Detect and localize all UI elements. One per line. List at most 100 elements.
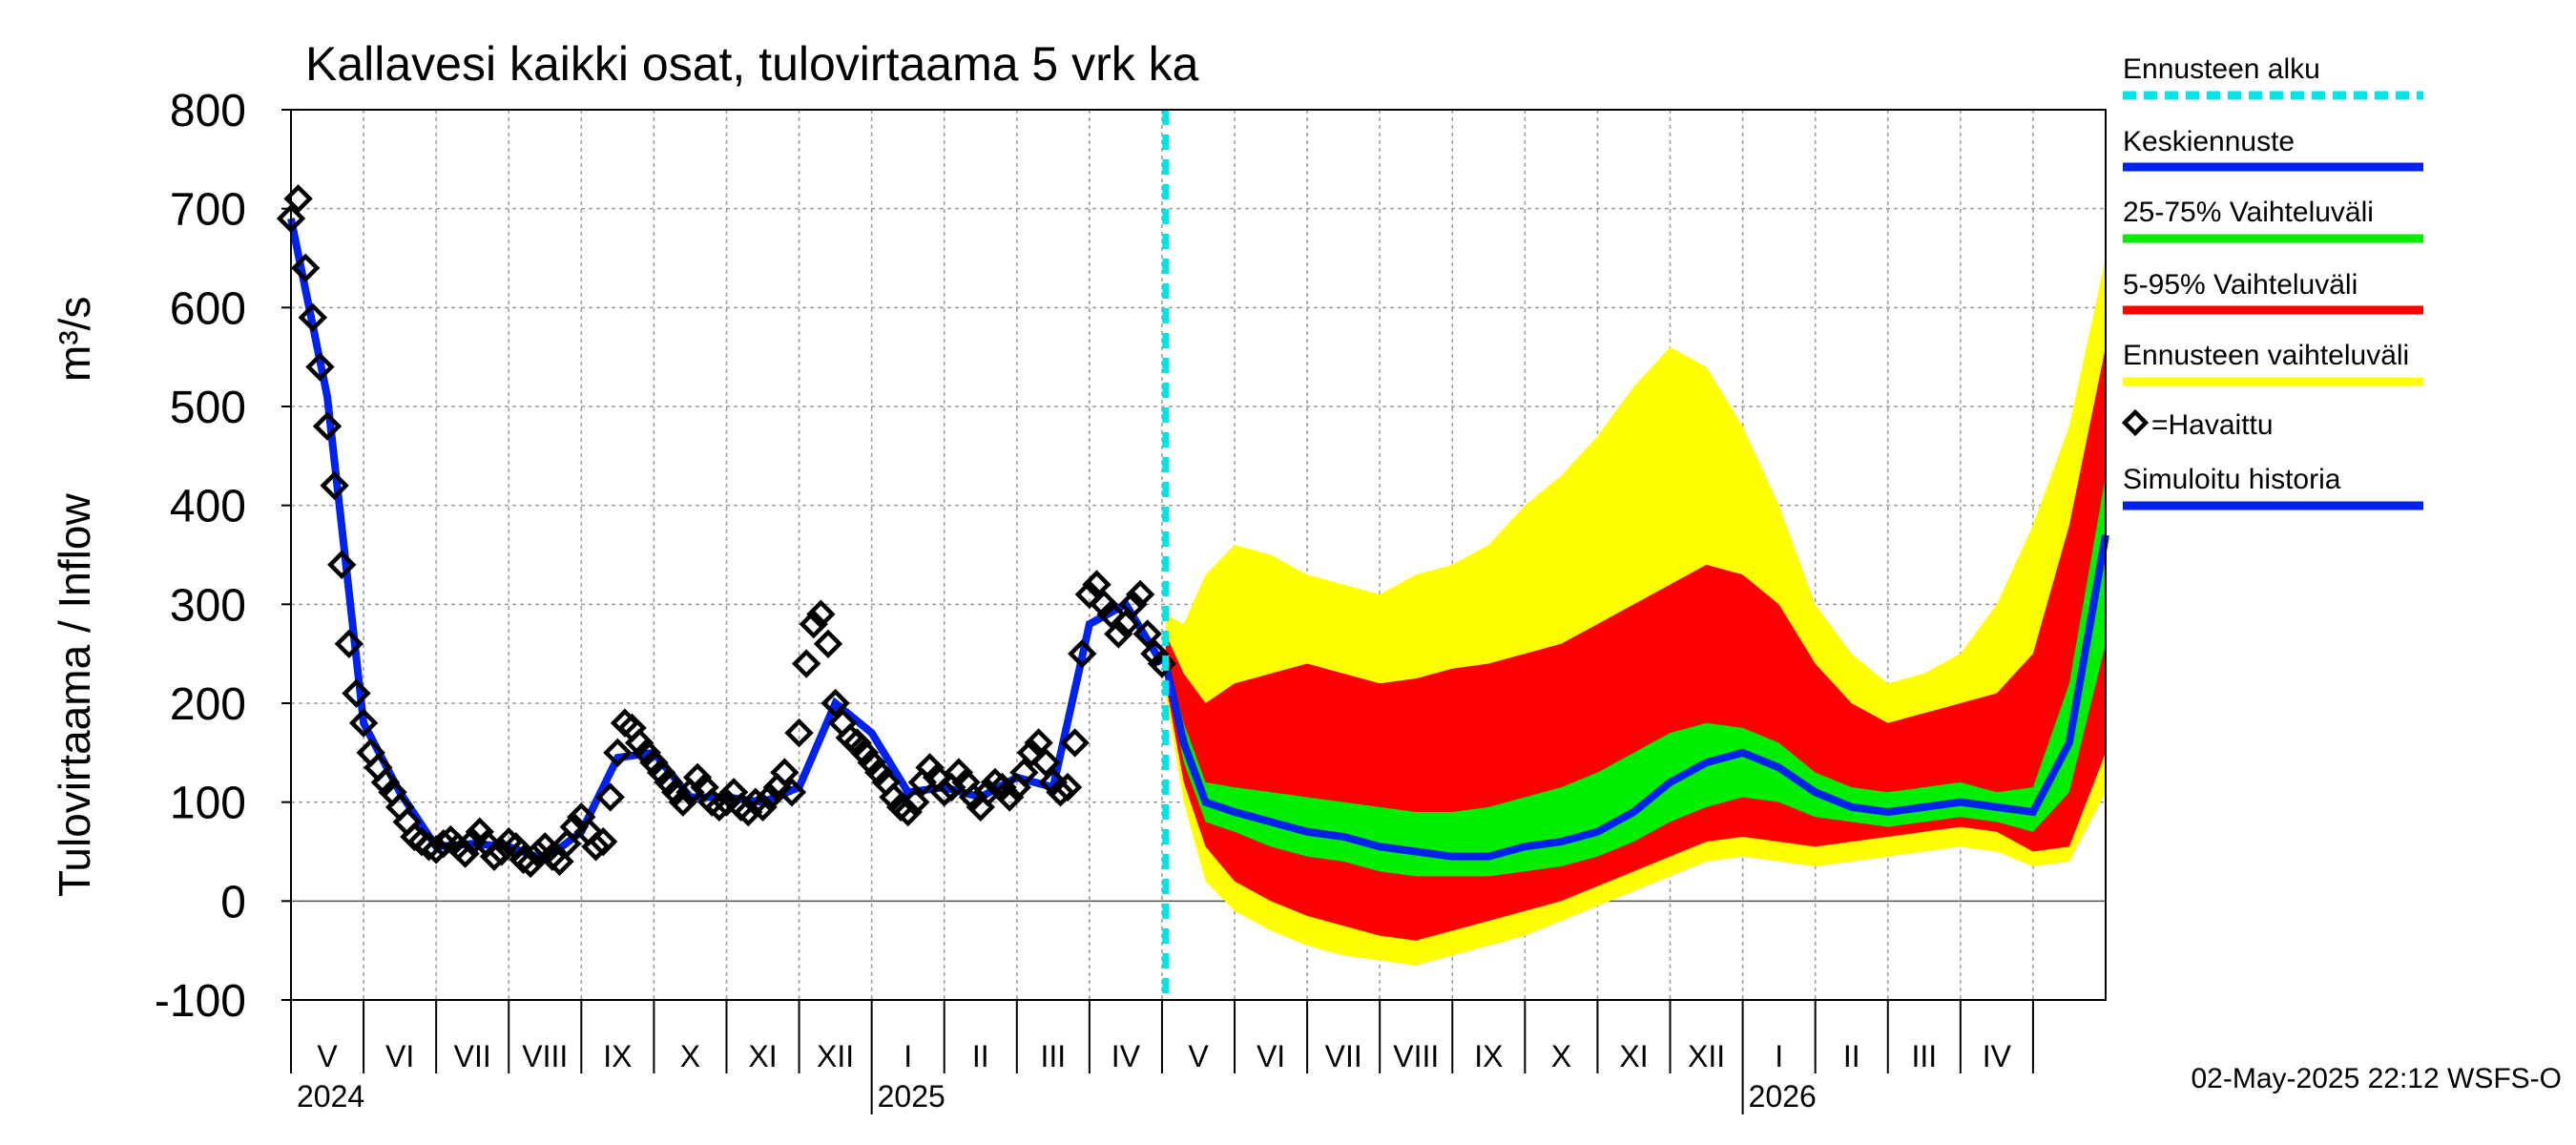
x-year-label: 2025 xyxy=(878,1079,945,1114)
observed-point xyxy=(799,609,828,639)
observed-point xyxy=(1031,748,1061,778)
y-tick-label: 0 xyxy=(220,877,246,927)
observed-point xyxy=(487,837,516,866)
observed-point xyxy=(1111,609,1141,639)
observed-point xyxy=(1118,590,1148,619)
observed-point xyxy=(806,599,836,629)
y-tick-label: 500 xyxy=(170,383,246,433)
observed-point xyxy=(901,787,930,817)
y-axis-unit: m³/s xyxy=(50,297,99,382)
legend: Ennusteen alku Keskiennuste 25-75% Vaihtel… xyxy=(2121,53,2423,510)
observed-point xyxy=(755,782,785,812)
observed-point xyxy=(1060,728,1090,758)
observed-point xyxy=(1016,738,1047,768)
observed-point xyxy=(1125,579,1155,610)
x-month-label: IV xyxy=(1983,1039,2012,1073)
observed-point xyxy=(1052,772,1083,802)
y-axis-label: Tulovirtaama / Inflow xyxy=(50,493,99,897)
plot-frame xyxy=(290,109,2107,1001)
observed-point xyxy=(813,629,843,658)
observed-point xyxy=(929,778,959,807)
observed-point xyxy=(603,738,633,768)
observed-point xyxy=(312,411,343,441)
x-month-label: XII xyxy=(1688,1039,1725,1073)
legend-label: =Havaittu xyxy=(2151,409,2274,441)
x-month-label: II xyxy=(1843,1039,1860,1073)
observed-point xyxy=(291,253,321,283)
legend-label: 5-95% Vaihteluväli xyxy=(2123,269,2358,301)
observed-point xyxy=(414,832,444,862)
x-month-label: IV xyxy=(1111,1039,1141,1073)
x-year-label: 2026 xyxy=(1749,1079,1817,1114)
y-axis-ticks: -100 0 100 200 300 400 500 600 700 800 xyxy=(155,86,291,1027)
legend-label: Keskiennuste xyxy=(2123,126,2295,157)
observed-point xyxy=(327,550,357,580)
observed-point xyxy=(704,792,735,822)
x-month-label: VI xyxy=(1257,1039,1285,1073)
x-month-label: V xyxy=(317,1039,338,1073)
observed-point xyxy=(1147,649,1177,678)
y-tick-label: -100 xyxy=(155,976,246,1027)
mean-forecast-line xyxy=(1161,534,2109,861)
x-month-label: XI xyxy=(748,1039,777,1073)
x-month-label: III xyxy=(1911,1039,1937,1073)
x-month-label: V xyxy=(1188,1039,1209,1073)
observed-point xyxy=(1024,728,1053,758)
x-month-label: IX xyxy=(1474,1039,1503,1073)
x-month-label: VIII xyxy=(522,1039,568,1073)
observed-point xyxy=(784,718,814,748)
legend-label: 25-75% Vaihteluväli xyxy=(2123,197,2374,228)
observed-point xyxy=(821,688,850,718)
observed-point xyxy=(1074,579,1105,610)
x-month-label: I xyxy=(904,1039,912,1073)
observed-point xyxy=(1132,619,1162,649)
observed-point xyxy=(1068,638,1097,669)
legend-label: Simuloitu historia xyxy=(2123,464,2341,495)
observed-point xyxy=(748,792,778,822)
legend-label: Ennusteen alku xyxy=(2123,53,2320,85)
observed-point xyxy=(995,782,1025,812)
x-month-label: XI xyxy=(1619,1039,1648,1073)
observed-point xyxy=(342,678,371,708)
forecast-bands xyxy=(1165,258,2106,966)
x-month-label: I xyxy=(1775,1039,1783,1073)
observed-point xyxy=(298,302,328,332)
timestamp-footer: 02-May-2025 22:12 WSFS-O xyxy=(2192,1063,2563,1094)
observed-point xyxy=(668,787,698,817)
x-month-label: VIII xyxy=(1393,1039,1439,1073)
observed-point xyxy=(1046,778,1075,807)
x-month-label: VII xyxy=(1325,1039,1362,1073)
range-25-75-band xyxy=(1165,475,2106,877)
observed-markers xyxy=(276,184,1177,879)
x-axis: V VI VII VIII IX X XI XII I II III IV V VI VII VIII IX X X… xyxy=(290,1000,2034,1114)
chart-title: Kallavesi kaikki osat, tulovirtaama 5 vr… xyxy=(305,37,1199,91)
observed-point xyxy=(734,797,763,827)
legend-label: Ennusteen vaihteluväli xyxy=(2123,340,2409,371)
observed-point xyxy=(1082,570,1111,599)
observed-point xyxy=(581,832,611,862)
x-month-label: XII xyxy=(817,1039,854,1073)
observed-point xyxy=(777,778,807,807)
observed-point xyxy=(893,797,923,827)
observed-point xyxy=(588,826,618,857)
x-month-label: X xyxy=(680,1039,700,1073)
y-tick-label: 400 xyxy=(170,482,246,532)
x-month-label: X xyxy=(1551,1039,1571,1073)
x-month-label: III xyxy=(1041,1039,1067,1073)
x-month-label: VI xyxy=(385,1039,414,1073)
observed-point xyxy=(1009,758,1039,787)
y-tick-label: 700 xyxy=(170,185,246,236)
observed-point xyxy=(1096,599,1126,629)
observed-point xyxy=(320,470,349,501)
x-year-label: 2024 xyxy=(297,1079,364,1114)
y-tick-label: 300 xyxy=(170,580,246,631)
observed-point xyxy=(479,842,509,871)
x-month-label: II xyxy=(972,1039,989,1073)
observed-point xyxy=(515,848,546,879)
legend-observed-marker xyxy=(2121,408,2150,437)
observed-point xyxy=(973,778,1003,807)
y-tick-label: 200 xyxy=(170,679,246,730)
observed-point xyxy=(559,812,589,842)
observed-point xyxy=(348,708,379,738)
